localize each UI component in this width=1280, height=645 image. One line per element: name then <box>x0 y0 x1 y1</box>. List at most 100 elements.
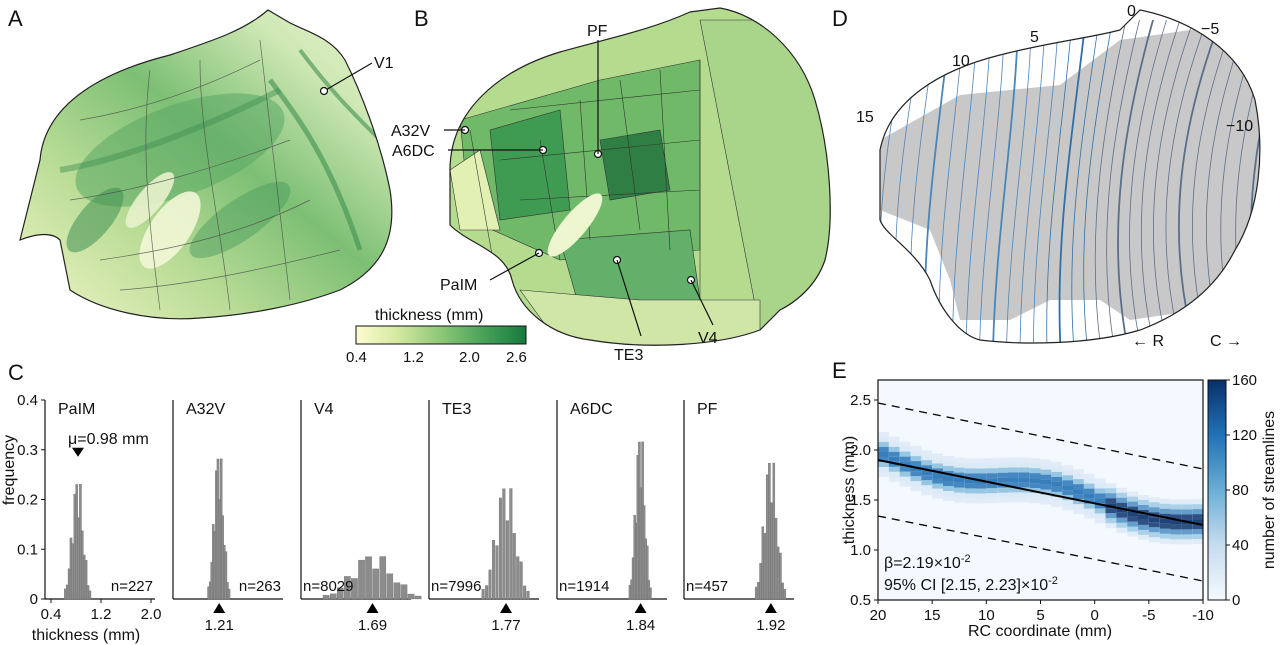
heatmap-cell <box>943 476 954 481</box>
heatmap-cell <box>1029 473 1041 479</box>
heatmap-cell <box>1018 462 1030 468</box>
heatmap-cell <box>1181 514 1193 520</box>
e-ylabel: thickness (mm) <box>841 436 858 544</box>
heatmap-cell <box>1051 471 1063 477</box>
heatmap-cell <box>910 481 922 487</box>
mean-marker <box>213 603 226 613</box>
c-subplot-title: TE3 <box>442 401 471 418</box>
histogram-bar <box>485 585 489 600</box>
heatmap-cell <box>1127 506 1138 512</box>
e-xtick-label: 15 <box>924 607 941 624</box>
heatmap-cell <box>943 486 954 491</box>
cbar-e-tick-label: 80 <box>1232 482 1249 499</box>
heatmap-cell <box>953 462 965 468</box>
heatmap-cell <box>1148 522 1160 528</box>
heatmap-cell <box>921 460 933 466</box>
heatmap-cell <box>1094 513 1106 519</box>
heatmap-cell <box>1148 517 1160 523</box>
heatmap-cell <box>1105 493 1117 499</box>
label-te3: TE3 <box>614 347 643 364</box>
heatmap-cell <box>943 456 954 461</box>
heatmap-cell <box>975 498 987 504</box>
contour-line <box>1033 19 1059 343</box>
heatmap-cell <box>1051 491 1063 497</box>
panel-a: A V1 <box>8 6 394 320</box>
c-xtick-label: 0.4 <box>41 606 62 623</box>
c-ytick-label: 0 <box>30 591 38 608</box>
heatmap-cell <box>1051 476 1063 482</box>
mean-marker <box>764 603 777 613</box>
heatmap-cell <box>986 468 998 474</box>
contour-line <box>1106 19 1140 343</box>
heatmap-cell <box>964 483 976 489</box>
heatmap-cell <box>899 476 911 482</box>
heatmap-cell <box>1181 504 1193 510</box>
heatmap-cell <box>1159 518 1171 524</box>
heatmap-cell <box>910 446 922 452</box>
heatmap-cell <box>997 487 1008 493</box>
beta-annotation: β=2.19×10-2 <box>884 553 971 572</box>
c-mean-label: 1.69 <box>358 617 387 634</box>
histogram-bar <box>774 517 778 600</box>
heatmap-cell <box>986 488 998 494</box>
heatmap-cell <box>1062 485 1073 491</box>
heatmap-cell <box>1040 499 1052 505</box>
histogram-bar <box>770 502 773 600</box>
heatmap-cell <box>1148 537 1160 543</box>
heatmap-cell <box>1127 516 1138 522</box>
heatmap-cell <box>1181 524 1193 530</box>
heatmap-cell <box>1127 491 1138 497</box>
heatmap-cell <box>975 488 987 494</box>
histogram-bar <box>488 569 492 600</box>
heatmap-cell <box>975 473 987 479</box>
heatmap-cell <box>986 498 998 504</box>
heatmap-cell <box>1159 513 1171 519</box>
c-n-label: n=457 <box>686 578 728 595</box>
parcellation-map-b <box>450 19 831 346</box>
heatmap-cell <box>953 487 965 493</box>
heatmap-cell <box>1105 513 1117 519</box>
histogram-pf: PF 1.92 n=457 <box>683 400 794 634</box>
histogram-te3: TE3 1.77 n=7996 <box>428 400 539 634</box>
heatmap-cell <box>1051 496 1063 502</box>
histogram-bar <box>84 560 88 600</box>
c-mean-label: 1.84 <box>626 617 655 634</box>
heatmap-cell <box>878 442 889 447</box>
heatmap-cell <box>986 478 998 484</box>
mean-marker <box>634 603 647 613</box>
colorbar-b-title: thickness (mm) <box>375 307 483 324</box>
heatmap-cell <box>986 483 998 489</box>
heatmap-cell <box>1170 504 1182 510</box>
heatmap-axes: 20 15 10 5 0 -5 -10 0.5 1.0 1.5 2.0 2.5 <box>850 392 1214 624</box>
heatmap-cell <box>1040 474 1052 480</box>
heatmap-cell <box>964 468 976 474</box>
c-mean-label: 1.21 <box>205 617 234 634</box>
e-xlabel: RC coordinate (mm) <box>968 623 1112 640</box>
c-mean-label: 1.77 <box>491 617 520 634</box>
heatmap-cell <box>1018 497 1030 503</box>
heatmap-cell <box>1105 508 1117 514</box>
c-subplot-title: A6DC <box>570 401 613 418</box>
heatmap-cell <box>1192 519 1203 525</box>
heatmap-cell <box>1148 532 1160 538</box>
heatmap-cell <box>1105 523 1117 529</box>
histogram-bar <box>781 582 784 600</box>
heatmap-cell <box>1083 498 1095 504</box>
heatmap-cell <box>888 441 900 447</box>
heatmap-cell <box>964 473 976 479</box>
heatmap-cell <box>899 471 911 477</box>
heatmap-cell <box>964 458 976 464</box>
heatmap-cell <box>888 471 900 477</box>
heatmap-cell <box>1094 483 1106 489</box>
contour-line <box>1178 19 1222 343</box>
histogram-panels: 0 0.1 0.2 0.3 0.4 PaIM n=227 A32V 1.21 n=263 V4 1.6… <box>17 392 794 634</box>
heatmap-cell <box>1127 521 1138 527</box>
c-xtick-label: 1.2 <box>91 606 112 623</box>
heatmap-cell <box>1127 511 1138 517</box>
heatmap-cell <box>986 473 998 479</box>
c-ytick-label: 0.3 <box>17 442 38 459</box>
heatmap-cell <box>1192 529 1203 535</box>
heatmap-cell <box>997 457 1008 463</box>
heatmap-cell <box>1181 499 1193 505</box>
heatmap-cell <box>910 486 922 492</box>
